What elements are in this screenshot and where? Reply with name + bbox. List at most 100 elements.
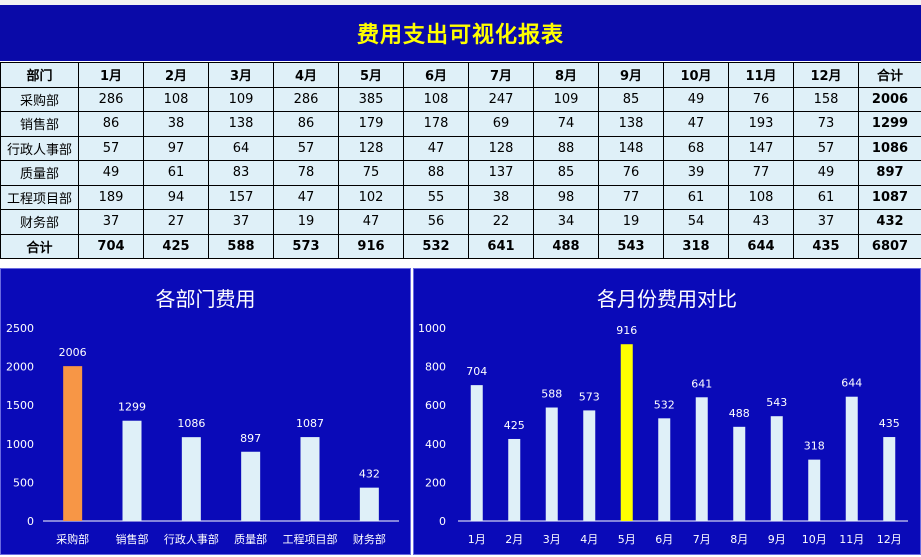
value-cell: 57 bbox=[78, 135, 144, 161]
value-cell: 49 bbox=[793, 160, 859, 186]
row-label-cell: 采购部 bbox=[0, 86, 79, 112]
category-label: 5月 bbox=[618, 533, 636, 546]
monthly-chart-panel: 各月份费用对比 0 200 400 600 800 1000 704 1月 425 2月 588 3月… bbox=[413, 268, 921, 555]
value-cell: 37 bbox=[208, 209, 274, 235]
value-cell: 75 bbox=[338, 160, 404, 186]
bar bbox=[845, 396, 858, 521]
value-cell: 7月 bbox=[468, 62, 534, 88]
value-cell: 78 bbox=[273, 160, 339, 186]
category-label: 11月 bbox=[839, 533, 864, 546]
value-cell: 8月 bbox=[533, 62, 599, 88]
value-cell: 73 bbox=[793, 111, 859, 137]
value-cell: 61 bbox=[663, 184, 729, 210]
value-cell: 109 bbox=[208, 86, 274, 112]
value-cell: 94 bbox=[143, 184, 209, 210]
bar bbox=[300, 437, 320, 521]
value-cell: 47 bbox=[338, 209, 404, 235]
value-cell: 108 bbox=[143, 86, 209, 112]
report-title: 费用支出可视化报表 bbox=[356, 23, 564, 48]
category-label: 行政人事部 bbox=[164, 532, 219, 546]
value-cell: 49 bbox=[78, 160, 144, 186]
row-label-cell: 行政人事部 bbox=[0, 135, 79, 161]
y-tick-label: 1500 bbox=[6, 399, 34, 412]
value-cell: 86 bbox=[273, 111, 339, 137]
bar bbox=[359, 487, 379, 521]
value-cell: 64 bbox=[208, 135, 274, 161]
data-label: 1086 bbox=[177, 417, 205, 430]
value-cell: 38 bbox=[143, 111, 209, 137]
bar bbox=[620, 344, 633, 521]
row-label-cell: 部门 bbox=[0, 62, 79, 88]
value-cell: 532 bbox=[403, 233, 469, 259]
data-label: 641 bbox=[691, 377, 712, 390]
value-cell: 641 bbox=[468, 233, 534, 259]
department-chart-title: 各部门费用 bbox=[155, 287, 256, 311]
data-label: 573 bbox=[579, 390, 600, 403]
y-tick-label: 0 bbox=[27, 515, 34, 528]
value-cell: 1月 bbox=[78, 62, 144, 88]
value-cell: 61 bbox=[143, 160, 209, 186]
value-cell: 37 bbox=[793, 209, 859, 235]
table-row: 销售部 86 38 138 86 179 178 69 74 138 47 193 73 1299 bbox=[0, 111, 921, 137]
value-cell: 69 bbox=[468, 111, 534, 137]
value-cell: 916 bbox=[338, 233, 404, 259]
value-cell: 57 bbox=[273, 135, 339, 161]
y-tick-label: 0 bbox=[439, 515, 446, 528]
category-label: 10月 bbox=[802, 533, 827, 546]
row-label-cell: 合计 bbox=[0, 233, 79, 259]
value-cell: 425 bbox=[143, 233, 209, 259]
data-label: 432 bbox=[359, 468, 380, 481]
value-cell: 5月 bbox=[338, 62, 404, 88]
value-cell: 76 bbox=[728, 86, 794, 112]
data-label: 543 bbox=[766, 396, 787, 409]
value-cell: 148 bbox=[598, 135, 664, 161]
value-cell: 98 bbox=[533, 184, 599, 210]
value-cell: 6807 bbox=[858, 233, 921, 259]
data-label: 425 bbox=[504, 419, 525, 432]
value-cell: 合计 bbox=[858, 62, 921, 88]
value-cell: 11月 bbox=[728, 62, 794, 88]
value-cell: 128 bbox=[338, 135, 404, 161]
category-label: 销售部 bbox=[116, 532, 149, 546]
data-label: 488 bbox=[729, 407, 750, 420]
value-cell: 108 bbox=[728, 184, 794, 210]
value-cell: 108 bbox=[403, 86, 469, 112]
value-cell: 435 bbox=[793, 233, 859, 259]
category-label: 12月 bbox=[877, 533, 902, 546]
table-header-row: 部门 1月 2月 3月 4月 5月 6月 7月 8月 9月 10月 11月 12月 合计 bbox=[0, 62, 921, 88]
y-tick-label: 500 bbox=[13, 476, 34, 489]
report-title-bar: 费用支出可视化报表 bbox=[0, 5, 921, 61]
value-cell: 432 bbox=[858, 209, 921, 235]
value-cell: 247 bbox=[468, 86, 534, 112]
value-cell: 2月 bbox=[143, 62, 209, 88]
value-cell: 76 bbox=[598, 160, 664, 186]
category-label: 财务部 bbox=[353, 532, 386, 546]
row-label-cell: 质量部 bbox=[0, 160, 79, 186]
value-cell: 77 bbox=[598, 184, 664, 210]
row-label-cell: 工程项目部 bbox=[0, 184, 79, 210]
department-chart-panel: 各部门费用 0 500 1000 1500 2000 2500 2006 采购部 1299 销售部… bbox=[0, 268, 411, 555]
y-tick-label: 1000 bbox=[418, 322, 446, 335]
value-cell: 85 bbox=[598, 86, 664, 112]
y-tick-label: 2000 bbox=[6, 361, 34, 374]
value-cell: 488 bbox=[533, 233, 599, 259]
data-label: 318 bbox=[804, 440, 825, 453]
bar bbox=[470, 385, 483, 521]
data-label: 532 bbox=[654, 398, 675, 411]
data-label: 916 bbox=[616, 324, 637, 337]
value-cell: 57 bbox=[793, 135, 859, 161]
y-tick-label: 800 bbox=[425, 361, 446, 374]
bar bbox=[63, 366, 83, 521]
value-cell: 55 bbox=[403, 184, 469, 210]
value-cell: 644 bbox=[728, 233, 794, 259]
bar bbox=[583, 410, 596, 521]
data-label: 1299 bbox=[118, 401, 146, 414]
department-chart: 0 500 1000 1500 2000 2500 2006 采购部 1299 销售部 1086 行政… bbox=[6, 322, 399, 546]
value-cell: 147 bbox=[728, 135, 794, 161]
value-cell: 573 bbox=[273, 233, 339, 259]
monthly-chart: 0 200 400 600 800 1000 704 1月 425 2月 588 3月 573 4月 916… bbox=[418, 322, 908, 546]
category-label: 工程项目部 bbox=[283, 532, 338, 546]
value-cell: 54 bbox=[663, 209, 729, 235]
value-cell: 158 bbox=[793, 86, 859, 112]
value-cell: 385 bbox=[338, 86, 404, 112]
